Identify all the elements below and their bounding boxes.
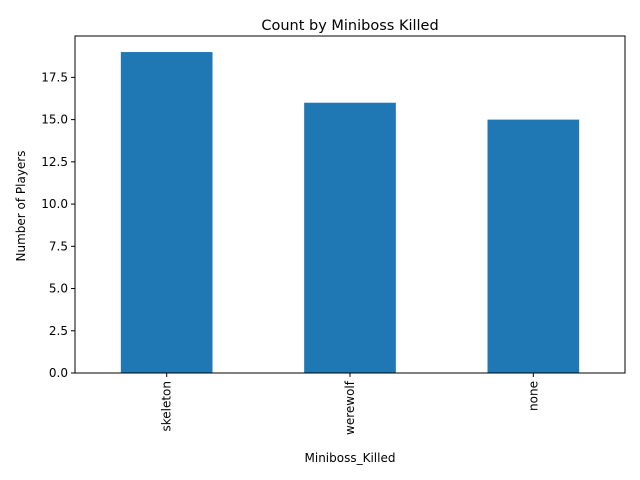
x-axis-ticks: skeleton werewolf none (160, 373, 540, 435)
y-axis-ticks: 0.0 2.5 5.0 7.5 10.0 12.5 15.0 17.5 (41, 70, 75, 380)
y-tick-label: 5.0 (49, 282, 68, 296)
y-tick-label: 15.0 (41, 113, 68, 127)
bar-werewolf (304, 102, 396, 374)
bar-skeleton (120, 52, 213, 374)
y-tick-label: 12.5 (41, 155, 68, 169)
y-tick-label: 17.5 (41, 70, 68, 84)
bars-group (120, 52, 580, 374)
y-tick-label: 2.5 (49, 324, 68, 338)
x-tick-label: skeleton (160, 381, 174, 432)
chart-title: Count by Miniboss Killed (261, 18, 438, 34)
y-tick-label: 0.0 (49, 366, 68, 380)
plot-frame (74, 35, 626, 374)
y-tick-label: 10.0 (41, 197, 68, 211)
bar-none (487, 119, 580, 373)
x-axis-label: Miniboss_Killed (305, 451, 396, 465)
x-tick-label: none (526, 381, 540, 411)
y-axis-label: Number of Players (14, 151, 28, 262)
y-tick-label: 7.5 (49, 239, 68, 253)
x-tick-label: werewolf (343, 380, 357, 435)
